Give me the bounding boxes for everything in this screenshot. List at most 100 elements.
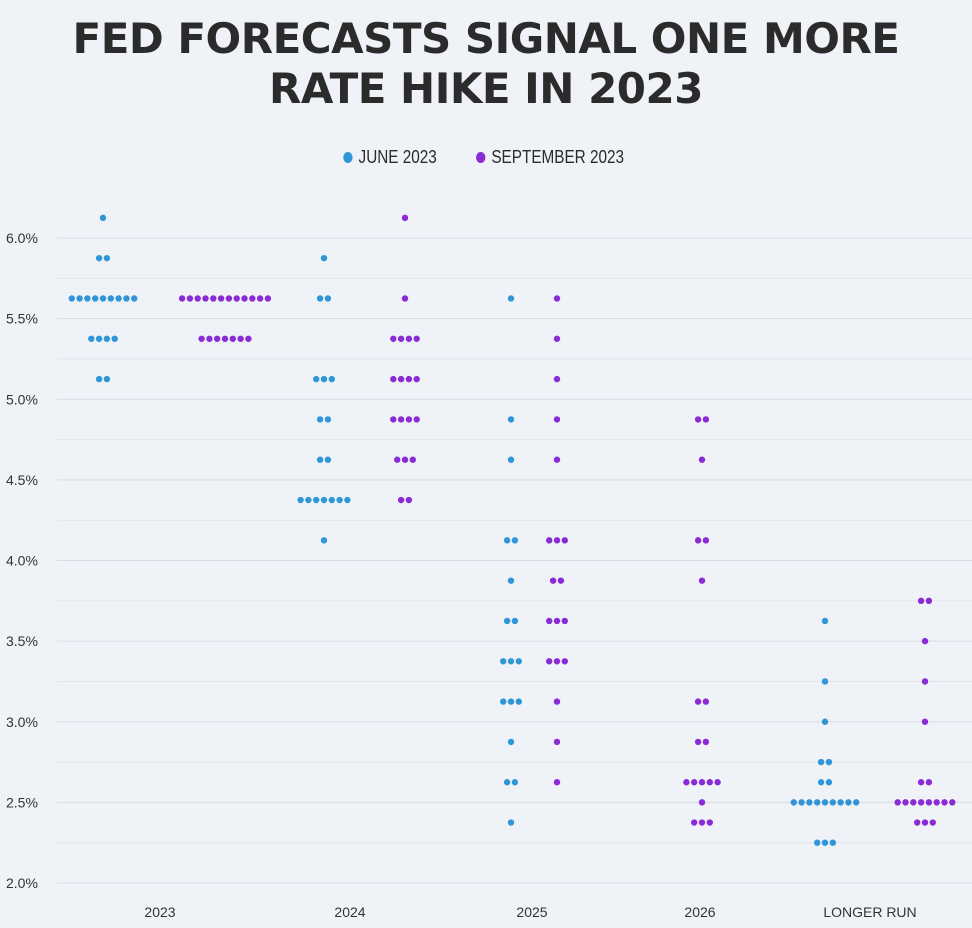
dot-marker <box>413 335 420 342</box>
dot-marker <box>95 375 103 383</box>
dot-marker <box>925 779 933 786</box>
dot-marker <box>507 738 515 746</box>
dot-marker <box>397 335 405 342</box>
dot-marker <box>853 799 860 806</box>
dot-marker <box>245 335 252 342</box>
y-tick-label: 5.0% <box>6 391 38 407</box>
x-tick-label: LONGER RUN <box>823 904 916 920</box>
dot-marker <box>507 819 515 826</box>
dot-marker <box>264 295 272 302</box>
dot-marker <box>546 537 553 544</box>
dot-marker <box>553 779 561 786</box>
dot-marker <box>549 577 557 584</box>
chart-title-line-1: FED FORECASTS SIGNAL ONE MORE <box>72 14 900 63</box>
dot-marker <box>503 617 511 625</box>
dot-marker <box>941 799 948 806</box>
x-tick-label: 2024 <box>334 904 365 920</box>
dot-marker <box>297 496 304 504</box>
dot-marker <box>394 456 401 463</box>
dot-marker <box>683 779 690 786</box>
dot-marker <box>84 295 91 302</box>
y-tick-label: 2.0% <box>6 875 38 891</box>
legend-label-june-2023: JUNE 2023 <box>358 147 437 167</box>
dot-marker <box>316 456 324 463</box>
dot-marker <box>503 537 511 544</box>
dot-marker <box>390 335 397 342</box>
dot-marker <box>921 718 929 725</box>
dot-marker <box>925 597 933 605</box>
dot-marker <box>702 416 710 423</box>
dot-marker <box>241 295 248 302</box>
dot-marker <box>320 537 328 544</box>
dot-marker <box>95 254 103 262</box>
dot-marker <box>405 335 413 342</box>
dot-marker <box>702 738 710 746</box>
legend-swatch-september-2023 <box>476 152 486 163</box>
dot-marker <box>515 698 522 705</box>
dot-marker <box>111 335 118 342</box>
dot-marker <box>561 537 568 544</box>
dot-marker <box>553 456 561 463</box>
dot-marker <box>561 658 568 665</box>
dot-marker <box>198 335 205 342</box>
dot-marker <box>336 496 343 504</box>
dot-marker <box>397 375 405 383</box>
dot-marker <box>107 295 115 302</box>
y-tick-label: 2.5% <box>6 794 38 810</box>
dot-marker <box>99 214 107 222</box>
dot-marker <box>902 799 909 806</box>
dot-marker <box>401 214 409 222</box>
dot-marker <box>413 416 420 423</box>
dot-marker <box>821 799 829 806</box>
dot-marker <box>507 698 515 705</box>
dot-marker <box>76 295 83 302</box>
dot-marker <box>123 295 130 302</box>
dot-marker <box>821 617 829 625</box>
dot-marker <box>313 496 320 504</box>
dot-marker <box>929 819 936 826</box>
dot-marker <box>845 799 852 806</box>
dot-marker <box>698 819 706 826</box>
dot-marker <box>553 698 561 705</box>
dot-marker <box>694 537 702 544</box>
dot-marker <box>131 295 138 302</box>
y-tick-label: 6.0% <box>6 230 38 246</box>
dot-marker <box>561 617 568 625</box>
legend-label-september-2023: SEPTEMBER 2023 <box>491 147 625 167</box>
dot-marker <box>706 779 713 786</box>
dot-marker <box>344 496 351 504</box>
legend-item-june-2023: JUNE 2023 <box>343 147 437 168</box>
dot-marker <box>921 637 929 645</box>
dot-marker <box>390 375 397 383</box>
dot-marker <box>507 577 515 584</box>
dot-marker <box>92 295 99 302</box>
chart-title: FED FORECASTS SIGNAL ONE MORE RATE HIKE … <box>0 14 972 114</box>
dot-marker <box>328 375 335 383</box>
legend-swatch-june-2023 <box>343 152 353 163</box>
dot-marker <box>500 698 507 705</box>
dot-marker <box>546 658 553 665</box>
dot-marker <box>328 496 335 504</box>
x-tick-label: 2025 <box>516 904 547 920</box>
dot-marker <box>706 819 713 826</box>
dot-marker <box>798 799 805 806</box>
dot-marker <box>210 295 217 302</box>
dot-marker <box>507 456 515 463</box>
dot-marker <box>825 758 833 766</box>
dot-marker <box>694 698 702 705</box>
dot-marker <box>814 799 821 806</box>
dot-marker <box>178 295 186 302</box>
dot-marker <box>401 456 409 463</box>
dot-marker <box>910 799 917 806</box>
dot-marker <box>698 456 706 463</box>
dot-marker <box>202 295 209 302</box>
y-tick-label: 4.0% <box>6 553 38 569</box>
dot-marker <box>390 416 397 423</box>
dot-marker <box>186 295 194 302</box>
legend-item-september-2023: SEPTEMBER 2023 <box>476 147 624 168</box>
dot-marker <box>214 335 221 342</box>
dot-marker <box>511 617 519 625</box>
dot-marker <box>814 839 821 846</box>
dot-marker <box>233 295 240 302</box>
dot-marker <box>324 295 332 302</box>
